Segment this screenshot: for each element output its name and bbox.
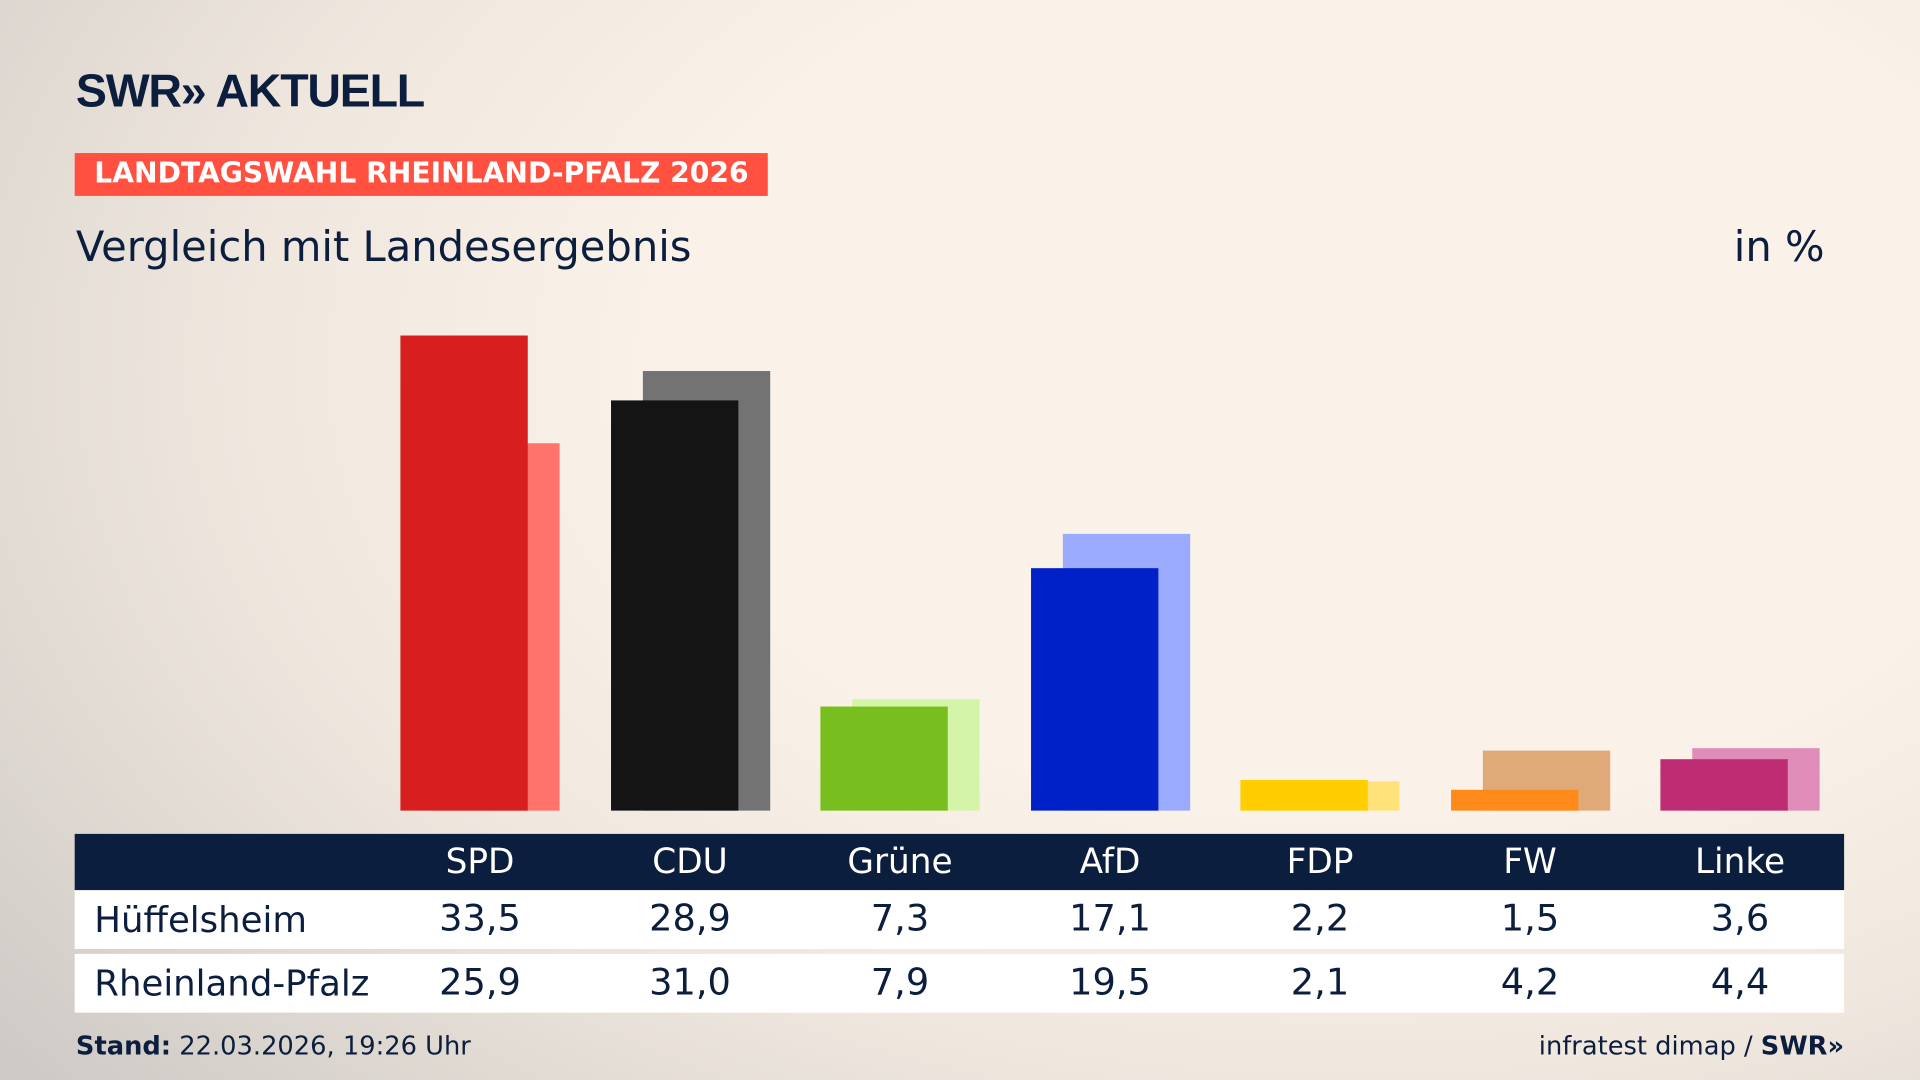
table-cell: 19,5 xyxy=(1069,961,1151,1005)
bar-spd-local xyxy=(400,335,528,811)
source-text: infratest dimap / xyxy=(1538,1031,1761,1061)
column-header: SPD xyxy=(445,841,515,882)
table-cell: 3,6 xyxy=(1710,897,1770,941)
bar-grüne-local xyxy=(820,707,948,811)
column-header: Linke xyxy=(1694,841,1786,882)
stand-label: Stand: xyxy=(75,1031,172,1061)
stand-value: 22.03.2026, 19:26 Uhr xyxy=(179,1031,471,1061)
swr-logo: SWR» xyxy=(1760,1031,1845,1061)
column-header: Grüne xyxy=(847,841,953,882)
table-cell: 4,2 xyxy=(1500,961,1560,1005)
column-header: CDU xyxy=(652,841,728,882)
column-header: FDP xyxy=(1286,841,1354,882)
table-cell: 28,9 xyxy=(649,897,731,941)
table-header: SPD CDU Grüne AfD FDP FW Linke xyxy=(74,833,1845,891)
table-row: Rheinland-Pfalz 25,9 31,0 7,9 19,5 2,1 4,2 4,4 xyxy=(74,953,1845,1013)
table-cell: 4,4 xyxy=(1710,961,1770,1005)
table-cell: 2,1 xyxy=(1290,961,1350,1005)
column-header: FW xyxy=(1503,841,1557,882)
results-table: SPD CDU Grüne AfD FDP FW Linke Hüffelsheim 33,5… xyxy=(74,833,1845,1013)
table-cell: 33,5 xyxy=(439,897,521,941)
swr-aktuell-logo: SWR» AKTUELL xyxy=(75,66,425,118)
table-cell: 7,3 xyxy=(870,897,930,941)
row-label: Hüffelsheim xyxy=(94,898,307,941)
table-cell: 31,0 xyxy=(649,961,731,1005)
table-cell: 7,9 xyxy=(870,961,930,1005)
bar-afd-local xyxy=(1030,568,1158,811)
table-cell: 17,1 xyxy=(1069,897,1151,941)
unit-label: in % xyxy=(1733,222,1825,272)
bar-fdp-local xyxy=(1240,779,1368,811)
table-cell: 25,9 xyxy=(439,961,521,1005)
source: infratest dimap / SWR» xyxy=(1539,1031,1844,1060)
chart-subtitle: Vergleich mit Landesergebnis xyxy=(75,222,692,272)
timestamp: Stand: 22.03.2026, 19:26 Uhr xyxy=(76,1031,471,1060)
election-badge: LANDTAGSWAHL RHEINLAND-PFALZ 2026 xyxy=(74,153,769,196)
table-cell: 2,2 xyxy=(1290,897,1350,941)
column-header: AfD xyxy=(1079,841,1141,882)
bar-linke-local xyxy=(1660,759,1788,811)
table-cell: 1,5 xyxy=(1500,897,1560,941)
table-row: Hüffelsheim 33,5 28,9 7,3 17,1 2,2 1,5 3,6 xyxy=(74,890,1845,949)
row-label: Rheinland-Pfalz xyxy=(94,962,370,1005)
bar-fw-local xyxy=(1450,789,1578,811)
bar-cdu-local xyxy=(610,400,738,811)
